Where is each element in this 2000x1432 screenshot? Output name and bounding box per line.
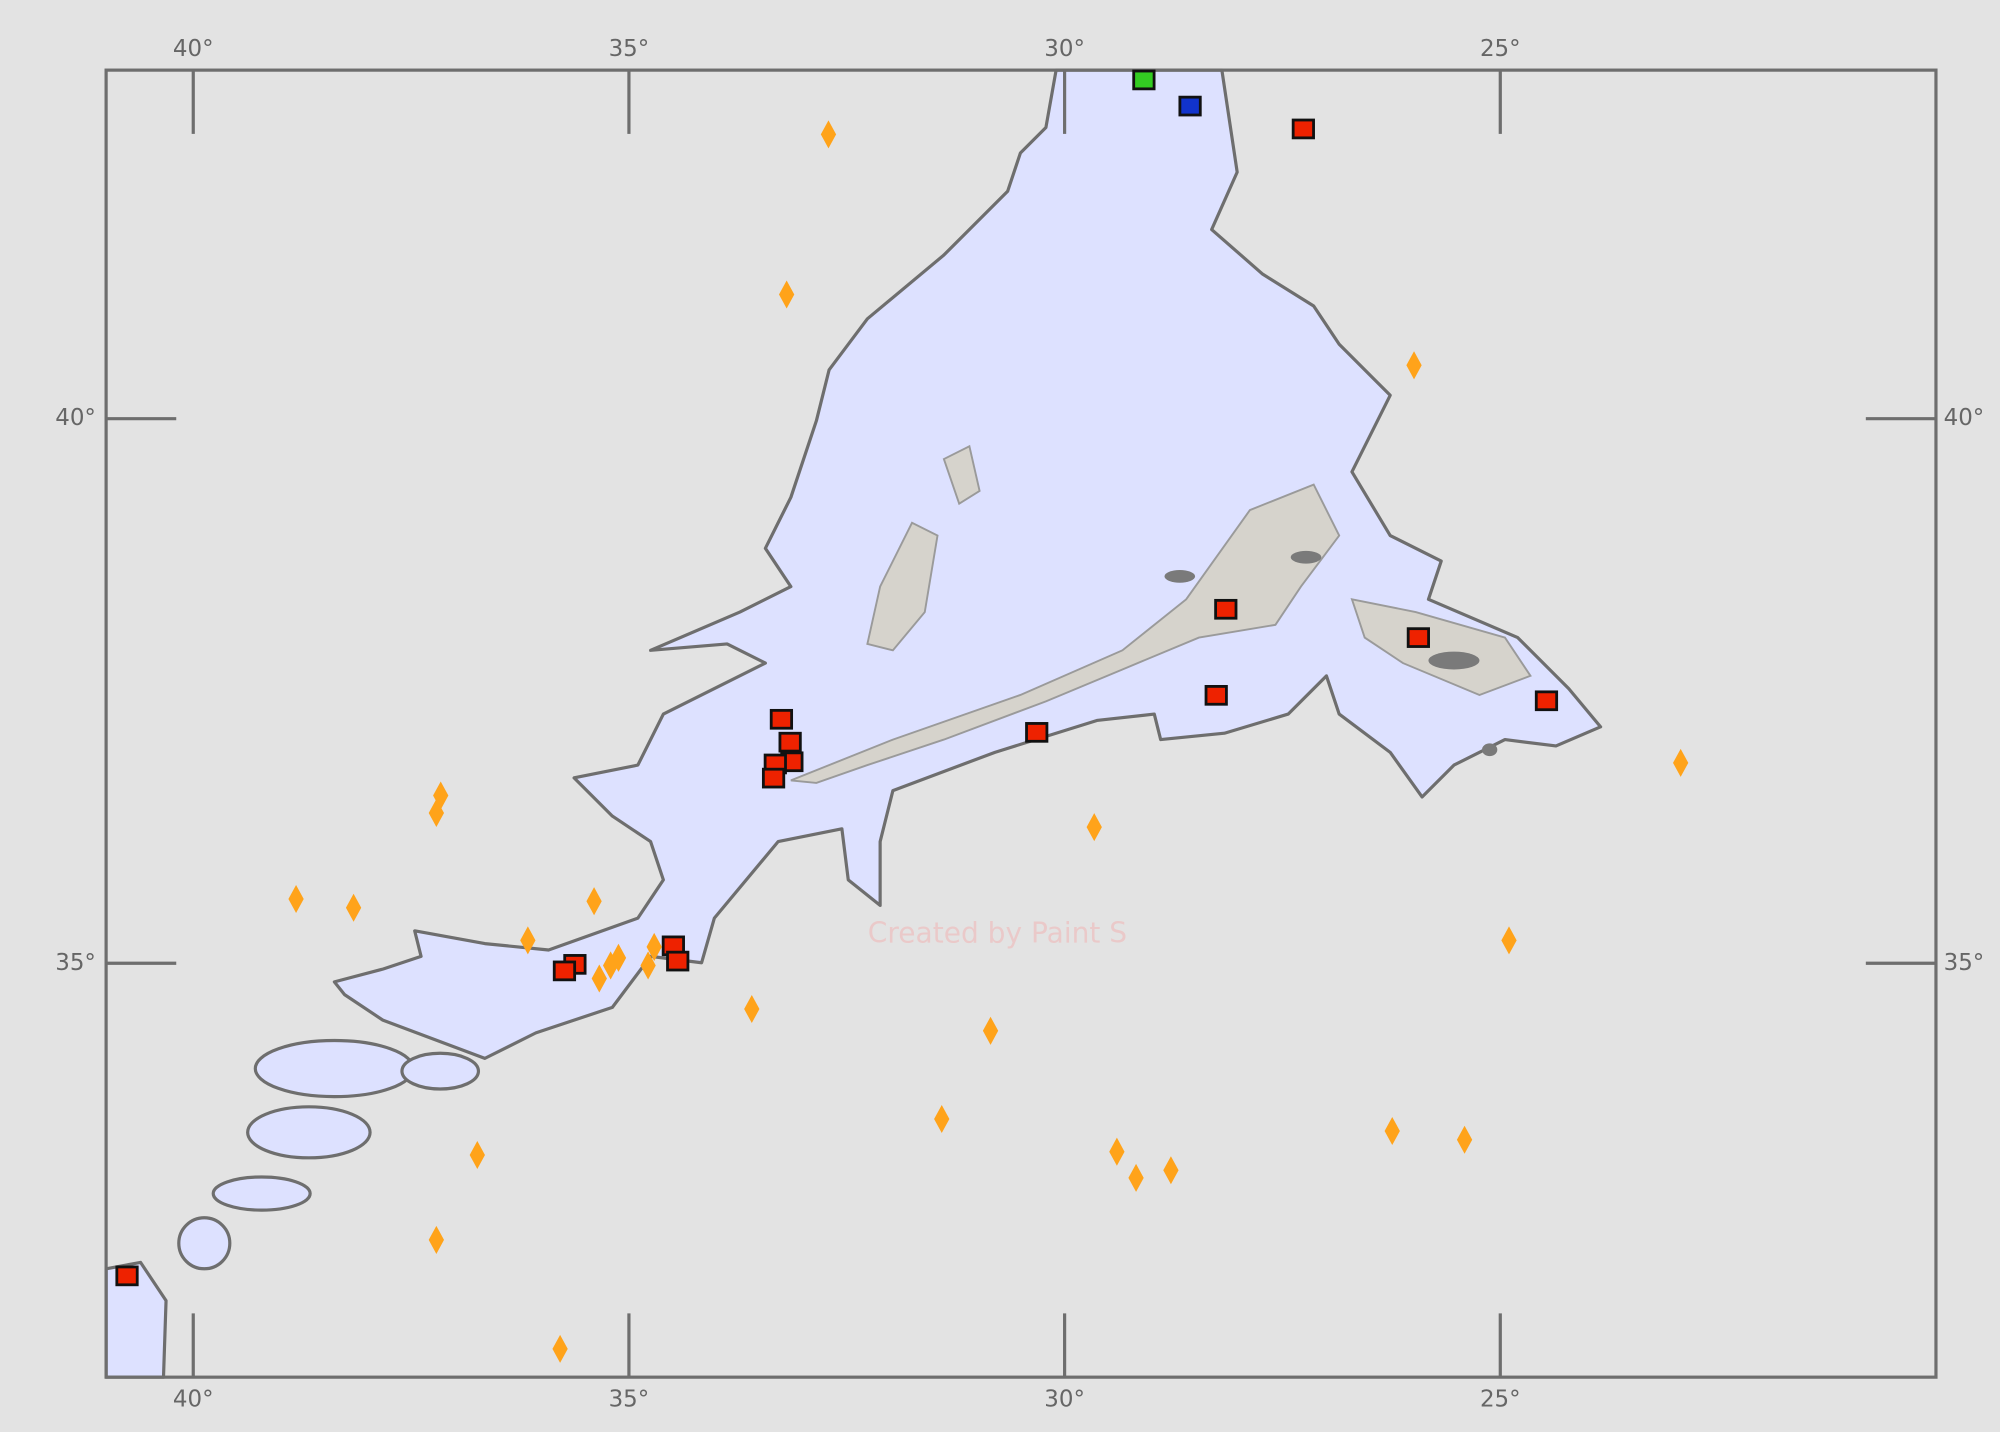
station-square (1204, 685, 1228, 706)
island-basin (246, 1105, 372, 1160)
station-diamond (1384, 1116, 1400, 1146)
station-diamond (428, 798, 445, 827)
x-tick-label: 35° (609, 36, 650, 62)
station-diamond (820, 120, 837, 149)
station-square (1406, 627, 1430, 648)
y-tick-label: 35° (55, 950, 96, 976)
map-frame (104, 68, 1938, 1379)
station-diamond (469, 1140, 485, 1169)
station-square (666, 950, 690, 972)
deep-basin (1428, 651, 1480, 670)
station-square (1214, 598, 1238, 620)
ridge (790, 483, 1341, 784)
watermark: Created by Paint S (868, 917, 1127, 950)
y-tick-label: 40° (55, 405, 96, 431)
station-diamond (520, 926, 536, 955)
station-diamond (1501, 926, 1517, 955)
station-diamond (345, 893, 362, 922)
station-diamond (428, 1225, 445, 1254)
y-tick-label: 35° (1944, 950, 1985, 976)
x-tick-label: 30° (1044, 1387, 1085, 1413)
island-basin (177, 1216, 232, 1271)
basin (332, 68, 1603, 1060)
station-diamond (1163, 1156, 1179, 1185)
station-square (778, 731, 802, 753)
station-square (1025, 722, 1049, 743)
station-diamond (288, 884, 304, 914)
x-tick-label: 30° (1044, 36, 1085, 62)
station-diamond (1456, 1125, 1473, 1154)
station-diamond (982, 1016, 999, 1045)
station-diamond (1109, 1137, 1125, 1166)
island-basin (211, 1175, 312, 1212)
station-square (769, 708, 794, 730)
station-diamond (646, 932, 662, 961)
station-square (1132, 69, 1156, 91)
y-tick-label: 40° (1944, 405, 1985, 431)
station-diamond (778, 280, 795, 309)
station-diamond (586, 887, 602, 916)
deep-basin (1164, 569, 1196, 583)
station-diamond (552, 1334, 568, 1363)
station-square (552, 960, 577, 982)
sea-area (104, 68, 1603, 1379)
ridge (866, 521, 939, 652)
x-tick-label: 25° (1480, 36, 1521, 62)
station-square (761, 767, 786, 789)
station-diamond (1673, 748, 1689, 777)
station-diamond (934, 1105, 950, 1134)
station-diamond (744, 994, 760, 1024)
station-square (1534, 690, 1559, 712)
island-basin (400, 1051, 481, 1091)
x-tick-label: 35° (609, 1387, 650, 1413)
island-basin (253, 1038, 416, 1099)
station-square (1178, 95, 1202, 117)
deep-basin (1482, 743, 1498, 757)
x-tick-label: 40° (173, 36, 214, 62)
station-diamond (1406, 351, 1422, 380)
station-diamond (1128, 1163, 1144, 1192)
ridge (942, 444, 981, 506)
station-diamond (640, 951, 656, 980)
x-tick-label: 40° (173, 1387, 214, 1413)
ridge (1350, 598, 1532, 696)
x-tick-label: 25° (1480, 1387, 1521, 1413)
station-diamond (1086, 813, 1102, 842)
station-square (1291, 118, 1315, 140)
station-square (115, 1265, 139, 1287)
deep-basin (1290, 550, 1322, 564)
